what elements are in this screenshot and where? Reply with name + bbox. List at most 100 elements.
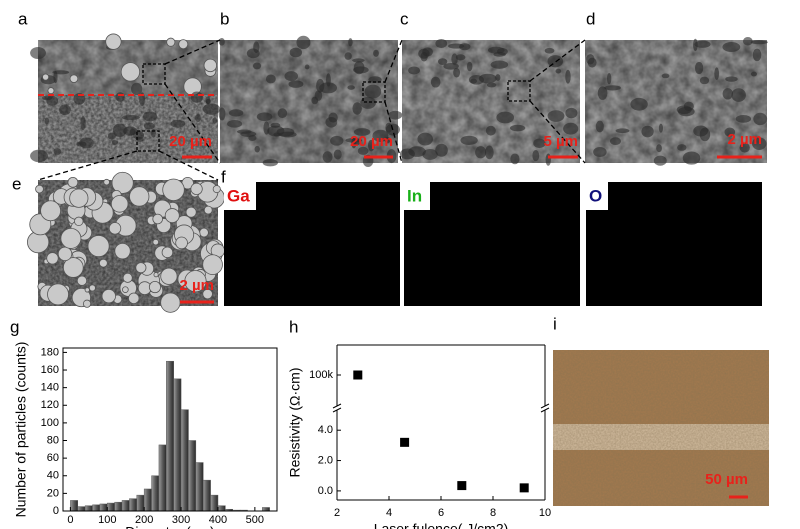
grain — [114, 242, 131, 260]
histogram-bar — [143, 488, 152, 512]
pore — [630, 97, 648, 111]
grain — [160, 292, 181, 313]
grain — [101, 288, 116, 304]
grain — [190, 182, 203, 196]
axis-break — [332, 403, 342, 409]
grain — [153, 272, 159, 278]
data-point — [457, 481, 467, 491]
zoom-connector — [37, 150, 138, 181]
grain — [202, 254, 223, 275]
pore — [459, 43, 471, 51]
scale-bar-label: 2 µm — [180, 277, 215, 294]
pore — [367, 139, 375, 152]
y-tick-label: 0 — [53, 505, 59, 517]
pore — [722, 41, 741, 53]
pore — [304, 64, 310, 70]
pore — [270, 122, 281, 128]
grain — [203, 58, 218, 73]
x-tick-label: 4 — [386, 507, 392, 519]
grain — [74, 216, 84, 227]
grain — [87, 235, 110, 258]
pore — [417, 132, 433, 146]
histogram-bar — [99, 503, 108, 512]
grain — [122, 272, 133, 283]
scale-bar-label: 5 µm — [544, 133, 579, 150]
histogram-bar — [173, 378, 182, 512]
pore — [422, 149, 438, 160]
pore — [360, 96, 376, 109]
pore — [714, 67, 720, 80]
zoom-box — [507, 80, 531, 102]
histogram-bar — [180, 409, 189, 512]
y-axis-label: Resistivity (Ω·cm) — [287, 367, 303, 477]
histogram-bar — [195, 462, 204, 512]
pore — [466, 61, 473, 72]
pore — [263, 121, 270, 135]
pore — [593, 147, 607, 158]
pore — [121, 115, 140, 121]
grain — [111, 171, 134, 194]
histogram-bar — [158, 444, 167, 512]
eds-map-texture — [404, 182, 580, 306]
histogram-bar — [217, 505, 226, 512]
pore — [218, 38, 225, 46]
pore — [694, 61, 704, 75]
histogram-bar — [210, 494, 219, 512]
grain — [202, 288, 213, 300]
histogram-bar — [261, 507, 270, 512]
histogram-bar — [77, 506, 86, 512]
pore — [565, 69, 571, 84]
grain — [76, 275, 88, 286]
y-tick-label: 2.0 — [318, 454, 333, 466]
pore — [555, 68, 562, 74]
x-tick-label: 200 — [135, 514, 153, 526]
map-label-box — [404, 182, 430, 210]
pore — [699, 127, 711, 142]
histogram-bar — [202, 479, 211, 512]
grain — [128, 292, 140, 305]
pore — [265, 74, 276, 84]
grain — [42, 73, 50, 81]
grain — [184, 270, 207, 293]
pore — [202, 103, 221, 115]
pore — [658, 123, 663, 133]
axis-break — [540, 407, 550, 413]
pore — [347, 85, 355, 90]
pore — [547, 110, 565, 122]
x-tick-label: 100 — [98, 514, 116, 526]
pore — [739, 142, 750, 153]
pore — [722, 88, 733, 100]
grain — [84, 287, 90, 293]
pore — [750, 71, 758, 77]
histogram-bar — [129, 498, 138, 512]
scale-bar-label: 50 µm — [705, 471, 748, 488]
pore — [228, 109, 244, 117]
pore — [357, 146, 369, 155]
pore — [565, 107, 578, 119]
panel-label: f — [221, 167, 226, 186]
pore — [699, 76, 710, 85]
pore — [59, 104, 71, 116]
x-tick-label: 8 — [490, 507, 496, 519]
grain — [203, 205, 213, 215]
pore — [205, 96, 211, 105]
pore — [353, 128, 371, 136]
pore — [311, 96, 319, 105]
pore — [352, 102, 362, 115]
pore — [322, 151, 333, 163]
histogram-bar — [151, 475, 160, 512]
grain — [212, 185, 221, 194]
pore — [136, 136, 144, 142]
pore — [735, 114, 752, 123]
pore — [682, 151, 701, 165]
pore — [212, 117, 218, 124]
y-tick-label: 20 — [47, 487, 59, 499]
pore — [277, 108, 288, 119]
x-tick-label: 10 — [539, 507, 551, 519]
pore — [76, 141, 87, 147]
pore — [694, 40, 711, 48]
pore — [44, 117, 49, 125]
grain — [103, 178, 110, 186]
grain — [161, 246, 174, 259]
